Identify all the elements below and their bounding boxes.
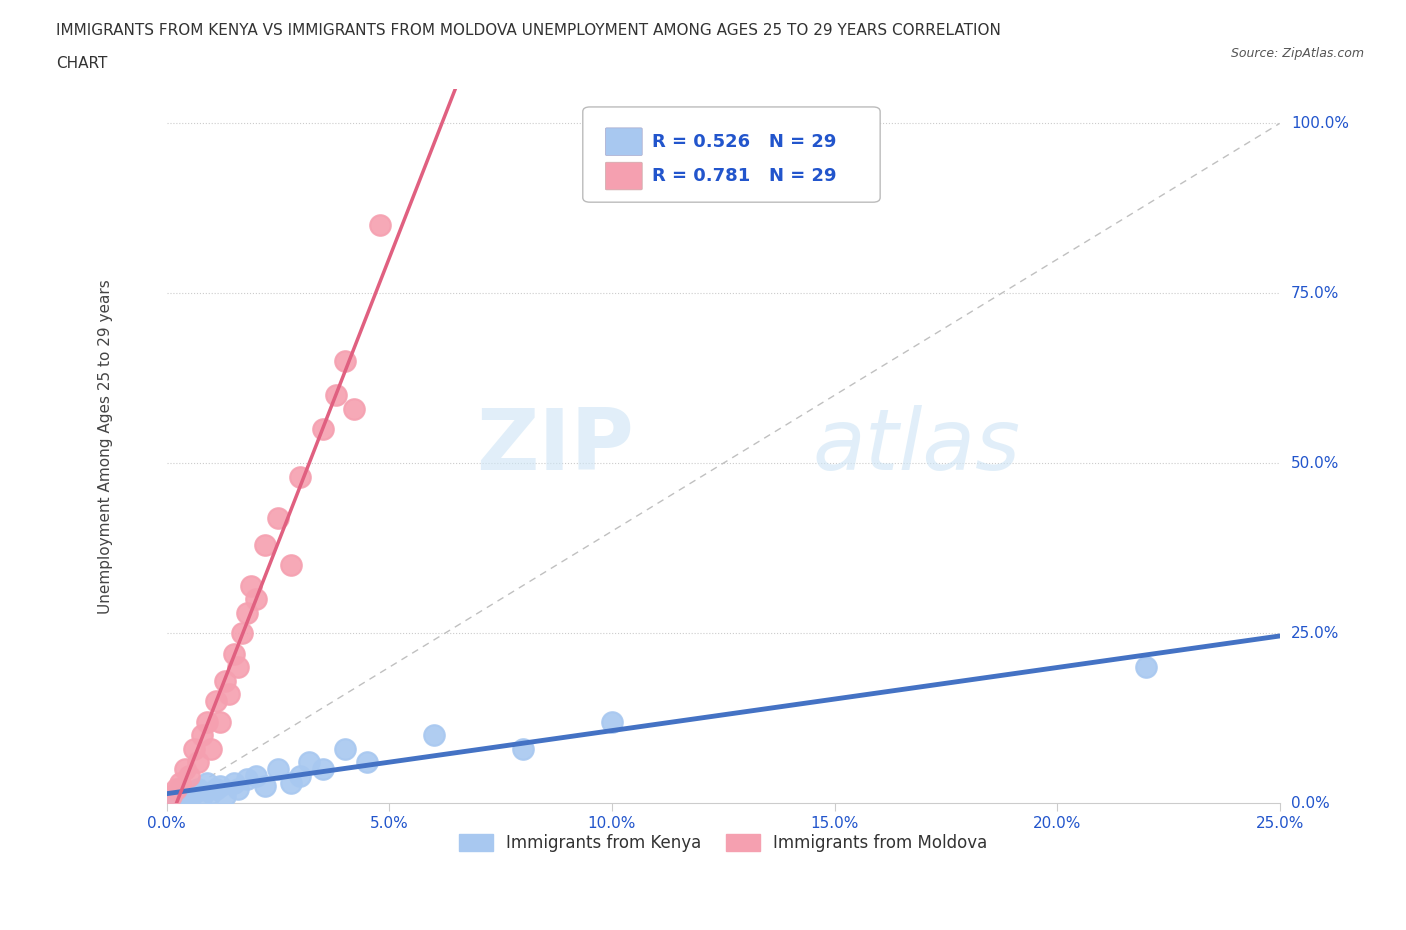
Text: ZIP: ZIP <box>477 405 634 487</box>
Point <box>191 789 214 804</box>
Point <box>280 776 302 790</box>
Point <box>343 402 366 417</box>
Point <box>240 578 263 593</box>
Point <box>183 786 205 801</box>
Point <box>600 714 623 729</box>
Point <box>280 558 302 573</box>
Point <box>236 605 259 620</box>
Text: R = 0.526   N = 29: R = 0.526 N = 29 <box>652 133 837 151</box>
Point <box>245 768 267 783</box>
Point <box>325 388 347 403</box>
Point <box>214 789 236 804</box>
Text: CHART: CHART <box>56 56 108 71</box>
Point <box>245 591 267 606</box>
Point <box>267 762 290 777</box>
Point <box>267 511 290 525</box>
Point <box>423 727 446 742</box>
Point <box>512 741 534 756</box>
Text: 25.0%: 25.0% <box>1291 626 1339 641</box>
Point <box>173 789 195 804</box>
Point <box>177 792 200 807</box>
Point <box>169 782 191 797</box>
Point <box>290 768 312 783</box>
Text: R = 0.781   N = 29: R = 0.781 N = 29 <box>652 167 837 185</box>
Point <box>204 694 226 709</box>
Text: 50.0%: 50.0% <box>1291 456 1339 471</box>
Point <box>231 626 253 641</box>
Point <box>311 422 333 437</box>
Point <box>169 776 191 790</box>
Point <box>173 762 195 777</box>
Text: 0.0%: 0.0% <box>1291 795 1330 811</box>
Point <box>187 755 209 770</box>
Point <box>236 772 259 787</box>
Point <box>253 778 276 793</box>
Point <box>195 714 218 729</box>
Point <box>333 741 356 756</box>
Point <box>187 782 209 797</box>
Text: Unemployment Among Ages 25 to 29 years: Unemployment Among Ages 25 to 29 years <box>98 279 112 614</box>
Point <box>311 762 333 777</box>
Point <box>165 782 187 797</box>
Text: IMMIGRANTS FROM KENYA VS IMMIGRANTS FROM MOLDOVA UNEMPLOYMENT AMONG AGES 25 TO 2: IMMIGRANTS FROM KENYA VS IMMIGRANTS FROM… <box>56 23 1001 38</box>
Point <box>160 789 183 804</box>
Point <box>1135 659 1157 674</box>
Point <box>333 353 356 368</box>
Point <box>200 741 222 756</box>
Text: 100.0%: 100.0% <box>1291 116 1348 131</box>
Point <box>183 741 205 756</box>
Point <box>226 782 249 797</box>
Text: Source: ZipAtlas.com: Source: ZipAtlas.com <box>1230 46 1364 60</box>
Point <box>214 673 236 688</box>
Point <box>356 755 378 770</box>
Point <box>165 792 187 807</box>
Point <box>200 786 222 801</box>
Point <box>222 646 245 661</box>
Point <box>290 470 312 485</box>
Point <box>370 218 392 232</box>
Point <box>218 687 240 702</box>
Point <box>209 714 232 729</box>
Text: atlas: atlas <box>813 405 1021 487</box>
Legend: Immigrants from Kenya, Immigrants from Moldova: Immigrants from Kenya, Immigrants from M… <box>453 828 994 859</box>
Text: 75.0%: 75.0% <box>1291 286 1339 300</box>
Point <box>191 727 214 742</box>
Point <box>195 776 218 790</box>
Point <box>298 755 321 770</box>
Point <box>204 782 226 797</box>
Point <box>253 538 276 552</box>
Point <box>177 768 200 783</box>
Point <box>226 659 249 674</box>
Point <box>209 778 232 793</box>
Point <box>222 776 245 790</box>
Point <box>160 789 183 804</box>
